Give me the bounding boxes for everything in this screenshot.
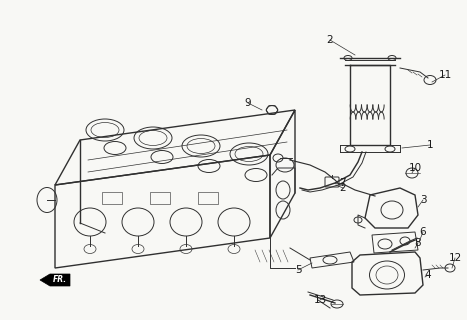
- Text: 6: 6: [420, 227, 426, 237]
- Text: 10: 10: [409, 163, 422, 173]
- Text: 3: 3: [420, 195, 426, 205]
- Text: 1: 1: [427, 140, 433, 150]
- Text: 8: 8: [415, 238, 421, 248]
- Text: FR.: FR.: [53, 276, 67, 284]
- Text: 2: 2: [340, 183, 347, 193]
- Text: 2: 2: [327, 35, 333, 45]
- Text: 4: 4: [425, 270, 432, 280]
- Text: 13: 13: [313, 295, 326, 305]
- Text: 12: 12: [448, 253, 461, 263]
- Text: 11: 11: [439, 70, 452, 80]
- Polygon shape: [40, 274, 70, 286]
- Text: 9: 9: [245, 98, 251, 108]
- Text: 7: 7: [339, 178, 345, 188]
- Text: 5: 5: [295, 265, 301, 275]
